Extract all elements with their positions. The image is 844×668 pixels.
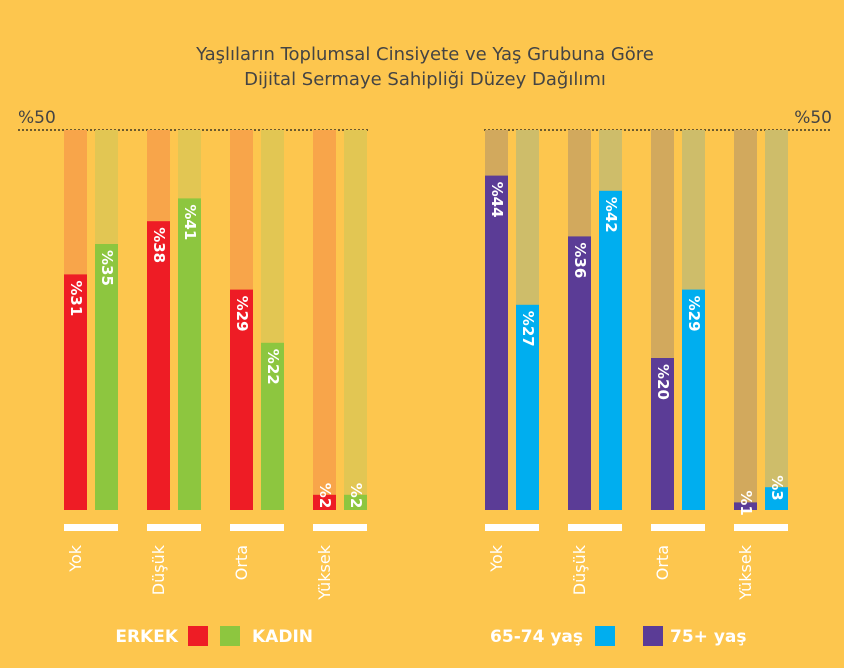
category-underline [651, 524, 705, 531]
bar [599, 190, 622, 511]
x-tick-label: Yüksek [736, 544, 755, 601]
x-tick-label: Orta [232, 545, 251, 580]
value-label: %44 [488, 182, 506, 218]
bar [313, 494, 336, 510]
value-label: %2 [316, 483, 334, 508]
x-tick-label: Yüksek [315, 544, 334, 601]
bar [178, 198, 201, 510]
legend-swatch [643, 626, 663, 646]
bar [516, 304, 539, 510]
value-label: %35 [98, 250, 116, 286]
bar [147, 221, 170, 510]
category-underline [147, 524, 201, 531]
bar [734, 502, 757, 510]
legend-swatch [220, 626, 240, 646]
value-label: %41 [181, 204, 199, 240]
category-underline [568, 524, 622, 531]
x-tick-label: Düşük [570, 544, 589, 595]
category-underline [313, 524, 367, 531]
y-tick-label: %50 [794, 108, 832, 128]
category-underline [64, 524, 118, 531]
value-label: %42 [602, 197, 620, 233]
chart-title: Yaşlıların Toplumsal Cinsiyete ve Yaş Gr… [195, 44, 654, 65]
bar-background [734, 130, 757, 510]
bar-background [765, 130, 788, 510]
category-underline [734, 524, 788, 531]
bar [682, 289, 705, 510]
legend-label: KADIN [252, 627, 313, 647]
value-label: %1 [737, 490, 755, 515]
legend-label: 75+ yaş [670, 627, 747, 647]
x-tick-label: Yok [487, 544, 506, 572]
bar [765, 487, 788, 510]
bar-background [344, 130, 367, 510]
bar [344, 494, 367, 510]
legend-label: 65-74 yaş [490, 627, 583, 647]
value-label: %2 [347, 483, 365, 508]
x-tick-label: Orta [653, 545, 672, 580]
x-tick-label: Düşük [149, 544, 168, 595]
y-tick-label: %50 [18, 108, 56, 128]
chart-title: Dijital Sermaye Sahipliği Düzey Dağılımı [244, 69, 606, 90]
bar-background [313, 130, 336, 510]
category-underline [230, 524, 284, 531]
bar [230, 289, 253, 510]
bar [64, 274, 87, 510]
value-label: %29 [233, 296, 251, 332]
value-label: %29 [685, 296, 703, 332]
value-label: %27 [519, 311, 537, 347]
value-label: %3 [768, 475, 786, 500]
bar [95, 244, 118, 510]
x-tick-label: Yok [66, 544, 85, 572]
bar [261, 342, 284, 510]
bar [568, 236, 591, 510]
value-label: %31 [67, 280, 85, 316]
bar [485, 175, 508, 510]
value-label: %38 [150, 227, 168, 263]
value-label: %20 [654, 364, 672, 400]
bar [651, 358, 674, 510]
value-label: %36 [571, 242, 589, 278]
legend-label: ERKEK [115, 627, 178, 647]
value-label: %22 [264, 349, 282, 385]
legend-swatch [595, 626, 615, 646]
legend-swatch [188, 626, 208, 646]
category-underline [485, 524, 539, 531]
